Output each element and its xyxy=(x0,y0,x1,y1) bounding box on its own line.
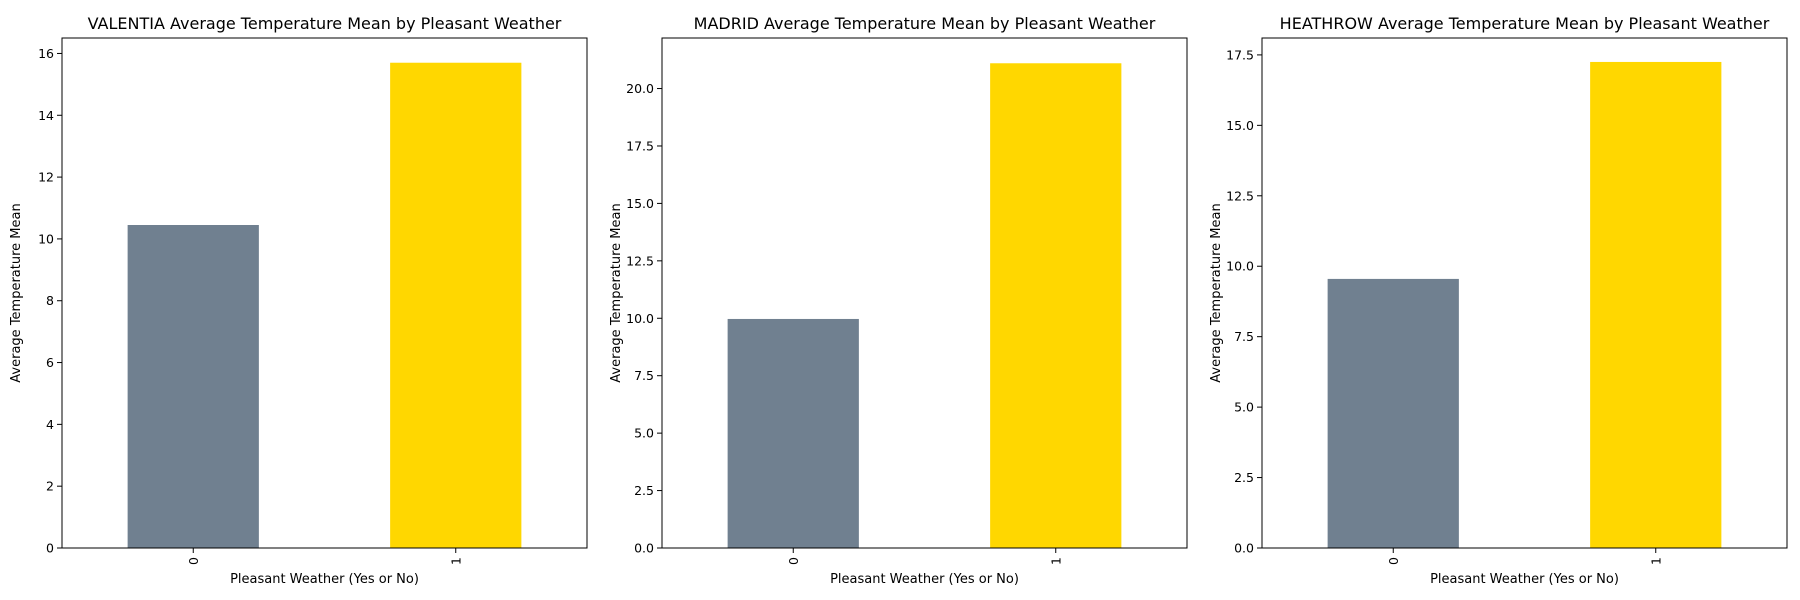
x-tick-label: 1 xyxy=(1648,557,1663,565)
y-tick-label: 20.0 xyxy=(626,81,654,96)
bar-category-1 xyxy=(390,62,522,549)
y-axis-label: Average Temperature Mean xyxy=(9,203,24,382)
y-tick-label: 10 xyxy=(38,231,54,246)
y-tick-label: 16 xyxy=(38,46,54,61)
bar-category-1 xyxy=(990,63,1122,549)
chart-title: HEATHROW Average Temperature Mean by Ple… xyxy=(1280,14,1770,33)
y-tick-label: 6 xyxy=(46,355,54,370)
y-tick-label: 0 xyxy=(46,541,54,556)
chart-panel-heathrow: HEATHROW Average Temperature Mean by Ple… xyxy=(1209,14,1788,587)
bar-category-1 xyxy=(1590,61,1722,548)
y-tick-label: 2.5 xyxy=(1234,470,1254,485)
y-tick-label: 12.5 xyxy=(626,253,654,268)
x-tick-label: 1 xyxy=(448,557,463,565)
y-tick-label: 17.5 xyxy=(626,138,654,153)
x-axis-label: Pleasant Weather (Yes or No) xyxy=(830,572,1019,587)
chart-title: MADRID Average Temperature Mean by Pleas… xyxy=(694,14,1156,33)
y-tick-label: 4 xyxy=(46,417,54,432)
bar-category-0 xyxy=(727,318,859,548)
chart-title: VALENTIA Average Temperature Mean by Ple… xyxy=(88,14,562,33)
y-axis-label: Average Temperature Mean xyxy=(1209,203,1224,382)
y-tick-label: 2.5 xyxy=(634,483,654,498)
x-tick-label: 0 xyxy=(1386,557,1401,565)
y-tick-label: 15.0 xyxy=(626,196,654,211)
y-tick-label: 17.5 xyxy=(1226,47,1254,62)
y-axis-label: Average Temperature Mean xyxy=(609,203,624,382)
bar-category-0 xyxy=(1327,278,1459,548)
bar-category-0 xyxy=(127,225,259,548)
x-tick-label: 0 xyxy=(186,557,201,565)
x-tick-label: 0 xyxy=(786,557,801,565)
y-tick-label: 7.5 xyxy=(634,368,654,383)
y-tick-label: 10.0 xyxy=(1226,259,1254,274)
y-tick-label: 2 xyxy=(46,479,54,494)
axes-frame xyxy=(1261,37,1788,549)
x-axis-label: Pleasant Weather (Yes or No) xyxy=(1430,572,1619,587)
x-tick-label: 1 xyxy=(1048,557,1063,565)
y-tick-label: 14 xyxy=(38,108,54,123)
y-tick-label: 5.0 xyxy=(1234,400,1254,415)
y-tick-label: 10.0 xyxy=(626,311,654,326)
y-tick-label: 0.0 xyxy=(1234,541,1254,556)
y-tick-label: 8 xyxy=(46,293,54,308)
chart-panel-valentia: VALENTIA Average Temperature Mean by Ple… xyxy=(9,14,588,587)
axes-frame xyxy=(61,37,588,549)
y-tick-label: 5.0 xyxy=(634,426,654,441)
y-tick-label: 0.0 xyxy=(634,541,654,556)
y-tick-label: 7.5 xyxy=(1234,329,1254,344)
x-axis-label: Pleasant Weather (Yes or No) xyxy=(230,572,419,587)
chart-panel-madrid: MADRID Average Temperature Mean by Pleas… xyxy=(609,14,1188,587)
y-tick-label: 15.0 xyxy=(1226,118,1254,133)
axes-frame xyxy=(661,37,1188,549)
y-tick-label: 12 xyxy=(38,170,54,185)
y-tick-label: 12.5 xyxy=(1226,188,1254,203)
